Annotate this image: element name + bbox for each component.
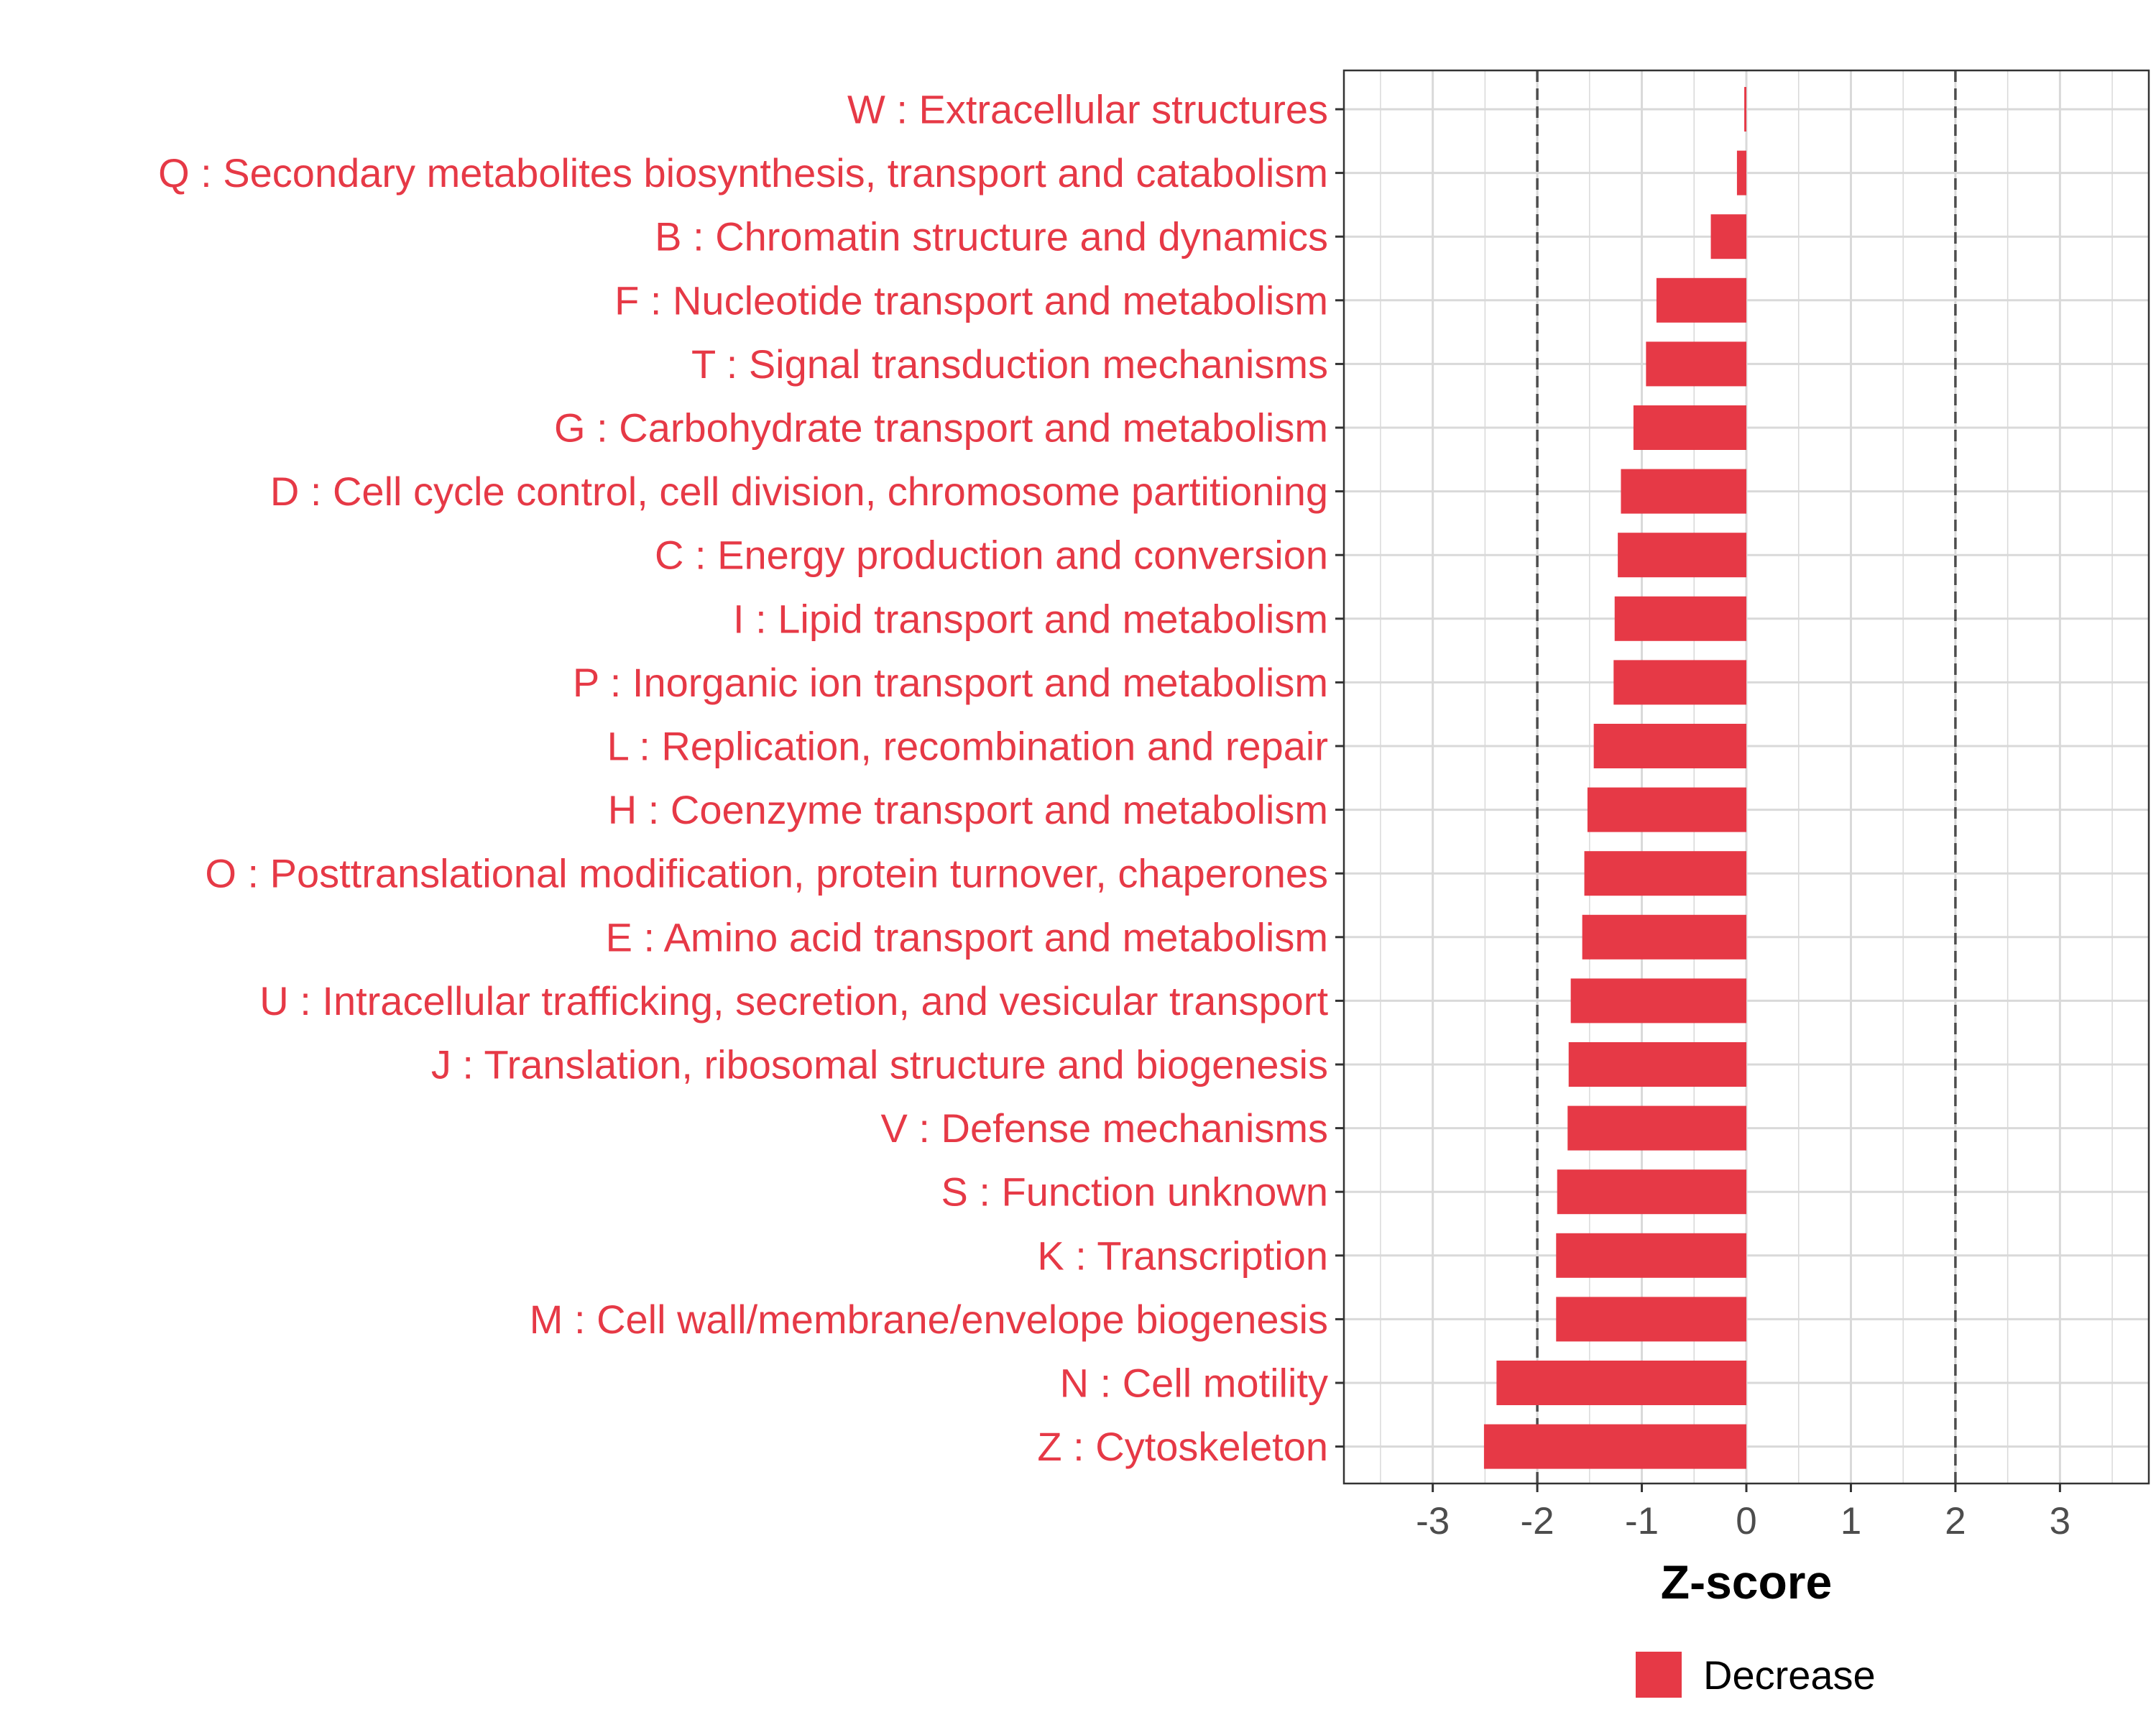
bar (1568, 1042, 1746, 1087)
x-axis-ticks (1432, 1484, 2061, 1492)
x-tick-label: -2 (1521, 1500, 1554, 1542)
bar (1556, 1233, 1746, 1278)
x-axis-tick-labels: -3 -2 -1 0 1 2 3 (1416, 1500, 2070, 1542)
x-tick-label: -1 (1625, 1500, 1659, 1542)
category-label: B : Chromatin structure and dynamics (655, 214, 1328, 259)
bar (1567, 1105, 1746, 1151)
category-label: E : Amino acid transport and metabolism (606, 914, 1328, 960)
bar (1496, 1361, 1746, 1405)
x-tick-label: 0 (1736, 1500, 1756, 1542)
bar (1556, 1297, 1746, 1342)
category-label: C : Energy production and conversion (655, 533, 1328, 578)
category-label: V : Defense mechanisms (881, 1105, 1328, 1151)
bar (1613, 660, 1746, 705)
category-label: O : Posttranslational modification, prot… (205, 851, 1328, 896)
category-label: Q : Secondary metabolites biosynthesis, … (158, 150, 1328, 196)
reference-lines (1536, 70, 1957, 1484)
bar (1582, 914, 1746, 960)
x-tick-label: 3 (2050, 1500, 2070, 1542)
category-label: I : Lipid transport and metabolism (733, 596, 1328, 641)
bar (1621, 469, 1746, 514)
legend-label-decrease: Decrease (1703, 1652, 1876, 1698)
bar (1483, 1424, 1746, 1469)
category-label: N : Cell motility (1060, 1361, 1328, 1406)
bar (1570, 978, 1746, 1024)
category-label: M : Cell wall/membrane/envelope biogenes… (530, 1297, 1328, 1342)
x-axis-title: Z-score (1661, 1555, 1832, 1609)
bars (1483, 87, 1746, 1469)
category-label: T : Signal transduction mechanisms (691, 341, 1328, 387)
bar (1618, 533, 1746, 578)
y-axis-category-labels: W : Extracellular structures Q : Secondar… (158, 87, 1328, 1470)
y-axis-ticks (1335, 108, 1344, 1448)
bar (1710, 214, 1746, 259)
category-label: Z : Cytoskeleton (1037, 1424, 1328, 1469)
bar (1587, 787, 1746, 832)
bar (1656, 277, 1746, 323)
x-tick-label: 1 (1841, 1500, 1861, 1542)
x-tick-label: 2 (1945, 1500, 1966, 1542)
legend: Decrease (1636, 1652, 1876, 1698)
category-label: H : Coenzyme transport and metabolism (608, 787, 1328, 832)
bar (1614, 596, 1746, 641)
category-label: S : Function unknown (941, 1169, 1328, 1215)
category-label: P : Inorganic ion transport and metaboli… (573, 660, 1328, 705)
category-label: J : Translation, ribosomal structure and… (431, 1042, 1328, 1087)
legend-key-decrease (1636, 1652, 1682, 1698)
category-label: D : Cell cycle control, cell division, c… (270, 469, 1328, 514)
category-label: U : Intracellular trafficking, secretion… (259, 978, 1328, 1024)
category-label: G : Carbohydrate transport and metabolis… (554, 405, 1328, 451)
x-tick-label: -3 (1416, 1500, 1450, 1542)
category-label: L : Replication, recombination and repai… (607, 724, 1328, 769)
bar (1633, 405, 1746, 450)
bar (1646, 341, 1746, 387)
bar (1736, 150, 1746, 196)
bar (1557, 1169, 1746, 1215)
bar (1593, 724, 1746, 768)
bar (1744, 87, 1746, 132)
category-label: W : Extracellular structures (847, 87, 1328, 132)
category-label: K : Transcription (1037, 1233, 1328, 1278)
category-label: F : Nucleotide transport and metabolism (614, 277, 1328, 323)
bar (1584, 851, 1746, 896)
